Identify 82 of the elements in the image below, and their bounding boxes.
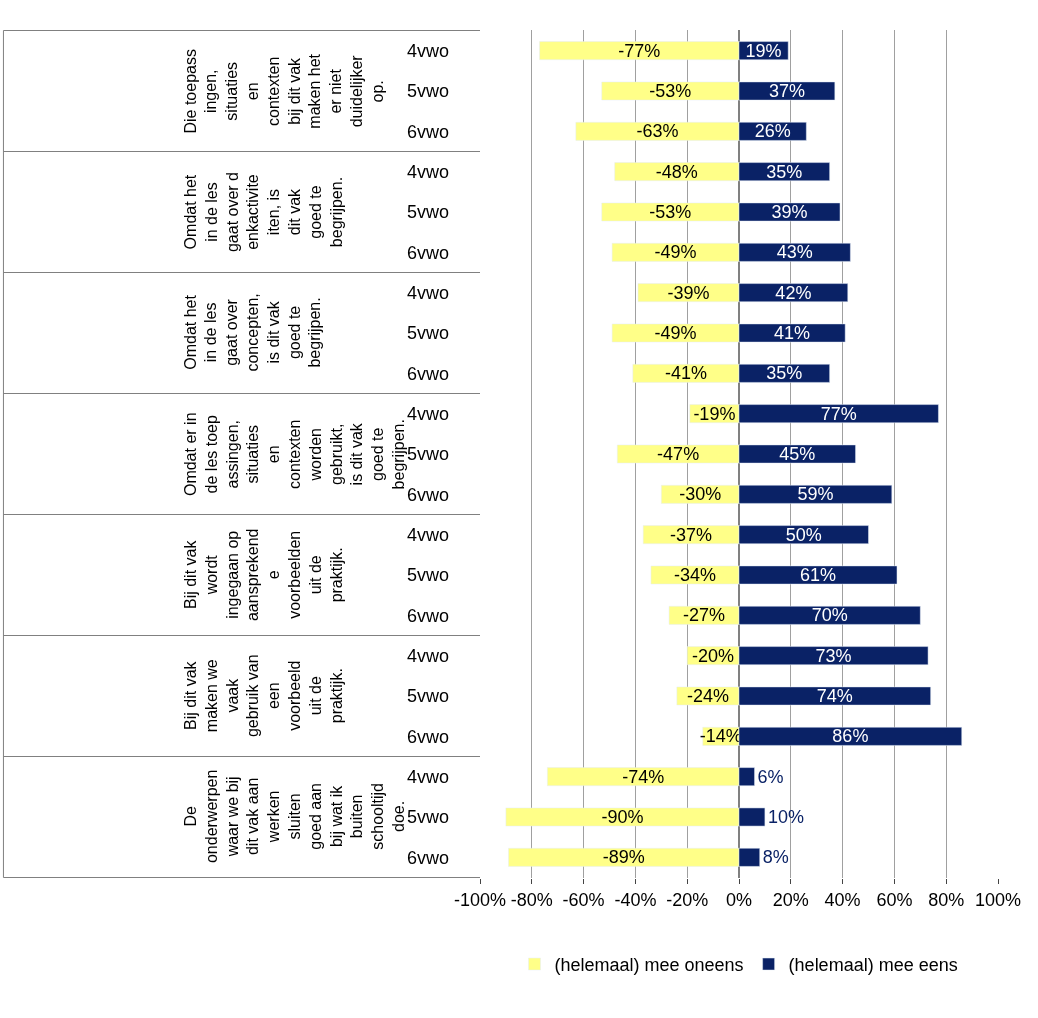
y-tick-label: 5vwo [406,444,449,465]
y-tick-label: 5vwo [406,202,449,223]
y-tick-label: 4vwo [406,766,449,787]
data-label: -90% [601,807,644,828]
y-tick-label: 6vwo [406,242,449,263]
data-label: -63% [636,121,679,142]
data-label: -20% [692,645,735,666]
data-label: -49% [654,242,697,263]
data-label: 59% [797,484,834,505]
data-label: -19% [693,403,736,424]
text: Die toepassingen, situaties en contexten bij dit vak maken het er niet duidelijker op. [181,49,386,134]
x-tick-label: 60% [876,889,913,910]
data-label: -49% [654,323,697,344]
data-label: 61% [799,564,837,585]
x-tick-label: -80% [510,889,553,910]
data-label: -41% [664,363,707,384]
data-label: -39% [667,282,710,303]
y-tick-label: 5vwo [406,81,449,102]
data-label: -47% [657,444,700,465]
data-label: 35% [766,363,803,384]
data-label: 35% [766,161,803,182]
data-label: 19% [745,40,782,61]
text: Omdat het in de les gaat over concepten, is dit vak goed te begrijpen. [181,293,324,372]
data-label: -89% [602,847,645,868]
data-label: -27% [683,605,726,626]
x-tick-label: 20% [772,889,809,910]
x-tick-label: -40% [614,889,657,910]
y-tick-label: 4vwo [406,524,449,545]
y-tick-label: 4vwo [406,40,449,61]
x-tick-label: 40% [824,889,861,910]
data-label: 70% [811,605,848,626]
y-tick-label: 4vwo [406,282,449,303]
y-tick-label: 5vwo [406,323,449,344]
data-label: -77% [618,40,661,61]
data-label: 45% [779,444,816,465]
data-label: -53% [649,81,692,101]
data-label: 74% [816,686,853,707]
y-tick-label: 5vwo [406,565,449,586]
x-tick-label: 0% [725,889,753,910]
legend-label: (helemaal) mee eens [788,955,958,976]
x-tick-label: -20% [666,889,709,910]
data-label: 37% [768,81,805,101]
text: Omdat het in de les gaat over denkactiviteiten, is dit vak goed te begrijpen. [182,172,345,253]
data-label: 50% [785,524,822,545]
data-label: -34% [673,564,716,585]
data-label: 10% [767,807,804,828]
data-label: -53% [649,202,692,223]
data-label: 86% [832,726,869,747]
data-label: 43% [776,242,813,263]
data-label: -37% [670,524,713,545]
legend-label: (helemaal) mee oneens [554,955,744,976]
y-tick-label: 4vwo [406,645,449,666]
text: De onderwerpen waar we bij dit vak aan werken sluiten goed aan bij wat ik buiten schooltijd doe. [182,769,408,864]
data-label: -30% [679,484,722,505]
y-tick-label: 5vwo [406,807,449,828]
y-tick-label: 6vwo [406,726,449,747]
data-label: 39% [771,202,808,223]
data-label: 41% [774,323,811,344]
text: Omdat er in de les toepassingen, situaties en contexten worden gebruikt, is dit vak goed te begrijpen. [182,412,408,497]
data-label: 26% [754,121,791,142]
text: Bij dit vak maken we vaak gebruik van een voorbeeld uit de praktijk. [182,654,345,738]
data-label: 77% [820,403,857,424]
data-label: 73% [815,645,852,666]
x-tick-label: -100% [453,889,507,910]
y-tick-label: 6vwo [406,484,449,505]
x-tick-label: -60% [562,889,605,910]
y-tick-label: 6vwo [406,121,449,142]
text: Bij dit vak wordt ingegaan op aansprekende voorbeelden uit de praktijk. [182,528,345,622]
data-label: -24% [686,686,729,707]
data-label: 6% [757,766,784,787]
data-label: 8% [762,847,789,868]
y-tick-label: 4vwo [406,403,449,424]
y-tick-label: 5vwo [406,686,449,707]
y-tick-label: 4vwo [406,161,449,182]
data-label: 42% [775,282,812,303]
data-label: -74% [622,766,665,787]
y-tick-label: 6vwo [406,847,449,868]
x-tick-label: 100% [974,889,1022,910]
y-tick-label: 6vwo [406,605,449,626]
x-tick-label: 80% [928,889,965,910]
y-tick-label: 6vwo [406,363,449,384]
data-label: -48% [655,161,698,182]
